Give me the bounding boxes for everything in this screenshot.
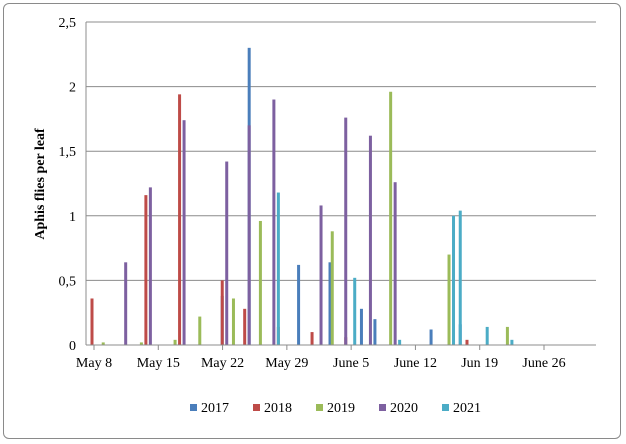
- legend-label-2021: 2021: [453, 401, 481, 416]
- x-tick-label: May 29: [265, 356, 308, 371]
- bar-2019: [389, 91, 393, 345]
- bar-2020: [148, 187, 152, 345]
- bar-2019: [198, 316, 202, 345]
- bar-2018: [144, 195, 148, 345]
- bar-2020: [225, 161, 229, 345]
- y-axis-label: Aphis flies per leaf: [33, 128, 48, 240]
- x-tick-label: May 8: [76, 356, 112, 371]
- bar-2020: [247, 125, 251, 345]
- bar-2021: [276, 192, 280, 345]
- bar-2020: [344, 117, 348, 345]
- bar-2020: [272, 99, 276, 346]
- axes: [85, 22, 596, 346]
- bar-2017: [373, 319, 377, 345]
- legend-swatch-2021: [442, 404, 449, 411]
- bar-2018: [90, 298, 94, 345]
- y-tick-labels: 0 0,5 1 1,5 2 2,5: [59, 16, 77, 354]
- bar-2018: [310, 332, 314, 345]
- bar-2019: [173, 339, 177, 345]
- chart-frame: [3, 3, 621, 439]
- bars: [90, 47, 514, 346]
- legend-label-2020: 2020: [390, 401, 418, 416]
- bar-2017: [297, 264, 301, 345]
- y-tick-label: 2,5: [59, 16, 77, 31]
- bar-2021: [452, 215, 456, 345]
- y-tick-label: 1: [69, 210, 76, 225]
- bar-2021: [353, 277, 357, 345]
- bar-2017: [429, 329, 433, 345]
- bar-2019: [447, 254, 451, 345]
- bar-2020: [319, 205, 323, 345]
- bar-2019: [505, 326, 509, 345]
- bar-2017: [328, 262, 332, 345]
- bar-2018: [220, 280, 224, 345]
- legend-swatch-2017: [190, 404, 197, 411]
- x-tick-label: Jun 19: [461, 356, 498, 371]
- legend-swatch-2019: [316, 404, 323, 411]
- bar-2019: [258, 220, 262, 345]
- bar-2019: [139, 342, 143, 345]
- legend-label-2017: 2017: [201, 401, 229, 416]
- bar-2020: [124, 262, 128, 345]
- bar-2020: [368, 135, 372, 345]
- x-tick-label: May 22: [201, 356, 244, 371]
- bar-2017: [359, 308, 363, 345]
- y-tick-label: 1,5: [59, 145, 77, 160]
- x-tick-label: June 26: [522, 356, 565, 371]
- bar-2020: [182, 120, 186, 345]
- bar-2018: [465, 339, 469, 345]
- bar-2019: [231, 298, 235, 345]
- bar-2021: [485, 326, 489, 345]
- legend-label-2019: 2019: [327, 401, 355, 416]
- x-tick-label: May 15: [137, 356, 180, 371]
- bar-2018: [178, 94, 182, 346]
- bar-2021: [398, 339, 402, 345]
- bar-2021: [458, 210, 462, 345]
- legend-swatch-2018: [253, 404, 260, 411]
- x-tick-labels: May 8 May 15 May 22 May 29 June 5 June 12 Jun …: [76, 345, 566, 371]
- y-tick-label: 0,5: [59, 274, 77, 289]
- bar-2019: [101, 342, 105, 345]
- y-tick-label: 0: [69, 339, 76, 354]
- bar-2018: [243, 308, 247, 345]
- gridlines: [86, 21, 596, 281]
- y-tick-label: 2: [69, 81, 76, 96]
- bar-2021: [510, 339, 514, 345]
- legend-swatch-2020: [379, 404, 386, 411]
- legend-label-2018: 2018: [264, 401, 292, 416]
- bar-2019: [330, 231, 334, 345]
- x-tick-label: June 5: [333, 356, 369, 371]
- legend: 2017 2018 2019 2020 2021: [190, 401, 481, 416]
- x-tick-label: June 12: [394, 356, 437, 371]
- bar-2020: [393, 182, 397, 345]
